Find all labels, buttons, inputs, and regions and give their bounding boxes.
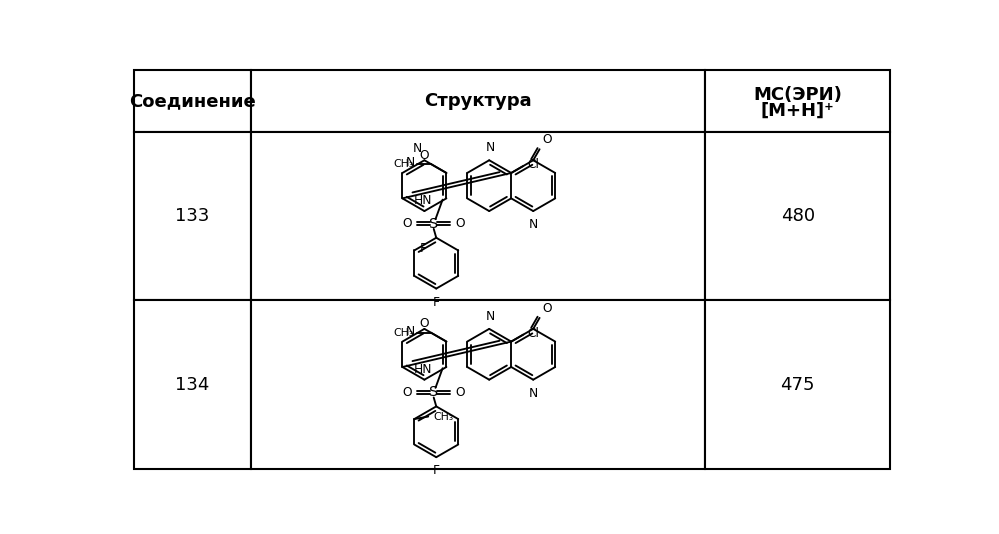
- Text: O: O: [403, 217, 413, 230]
- Text: F: F: [433, 295, 440, 309]
- Text: N: N: [486, 310, 495, 323]
- Text: МС(ЭРИ): МС(ЭРИ): [753, 86, 842, 104]
- Bar: [134, 70, 251, 132]
- Bar: [705, 301, 890, 469]
- Text: S: S: [430, 386, 439, 399]
- Text: N: N: [413, 142, 423, 155]
- Text: Структура: Структура: [425, 92, 531, 110]
- Text: O: O: [456, 217, 465, 230]
- Text: 134: 134: [175, 376, 210, 394]
- Text: O: O: [456, 386, 465, 399]
- Text: N: N: [528, 387, 537, 399]
- Text: N: N: [406, 156, 415, 169]
- Text: Cl: Cl: [527, 158, 539, 171]
- Text: O: O: [419, 317, 429, 331]
- Text: Соединение: Соединение: [129, 92, 256, 110]
- Bar: [705, 70, 890, 132]
- Text: O: O: [542, 302, 552, 315]
- Text: HN: HN: [414, 363, 433, 376]
- Bar: [134, 301, 251, 469]
- Text: N: N: [528, 218, 537, 231]
- Text: CH₃: CH₃: [434, 412, 454, 421]
- Text: N: N: [406, 325, 415, 337]
- Text: 480: 480: [780, 207, 815, 225]
- Bar: [705, 132, 890, 301]
- Text: F: F: [420, 242, 427, 255]
- Text: O: O: [403, 386, 413, 399]
- Text: [M+H]⁺: [M+H]⁺: [761, 101, 834, 119]
- Bar: [251, 301, 705, 469]
- Text: 133: 133: [175, 207, 210, 225]
- Text: HN: HN: [414, 194, 433, 207]
- Bar: [134, 132, 251, 301]
- Text: CH₃: CH₃: [394, 328, 414, 337]
- Text: CH₃: CH₃: [394, 159, 414, 169]
- Text: 475: 475: [780, 376, 815, 394]
- Bar: [251, 132, 705, 301]
- Text: S: S: [430, 217, 439, 231]
- Text: F: F: [433, 464, 440, 477]
- Text: Cl: Cl: [527, 327, 539, 340]
- Text: O: O: [419, 149, 429, 162]
- Bar: [251, 70, 705, 132]
- Text: O: O: [542, 133, 552, 146]
- Text: N: N: [486, 141, 495, 154]
